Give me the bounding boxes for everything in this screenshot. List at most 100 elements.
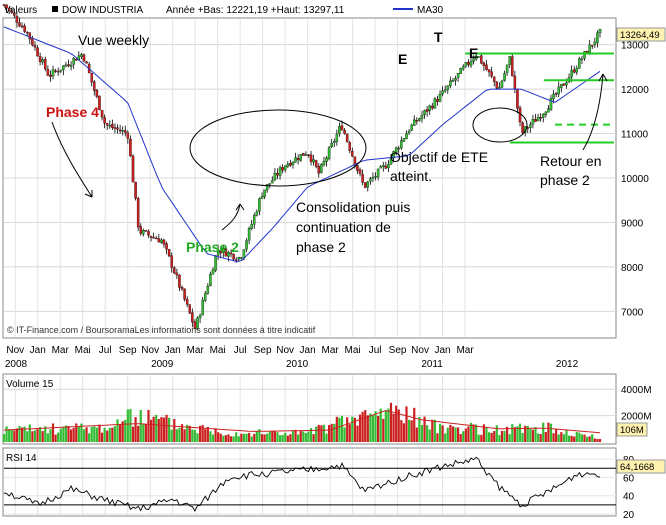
price-candle-body — [382, 165, 385, 167]
price-candle-body — [410, 124, 413, 131]
price-candle-body — [351, 151, 354, 157]
volume-bar — [459, 434, 462, 442]
price-candle-body — [116, 127, 119, 130]
price-candle-body — [402, 138, 406, 142]
price-candle-body — [345, 134, 349, 142]
price-candle-body — [397, 147, 401, 150]
volume-tick-label: 2000M — [621, 412, 652, 423]
x-month-label: Nov — [141, 345, 159, 356]
ma30-line — [3, 26, 601, 263]
volume-bar — [129, 408, 132, 442]
volume-bar — [54, 434, 57, 442]
price-candle-body — [541, 114, 545, 118]
price-candle-body — [242, 249, 246, 259]
volume-bar — [482, 424, 485, 442]
volume-bar — [552, 433, 555, 442]
price-candle-body — [23, 25, 26, 32]
price-candle-body — [51, 69, 55, 77]
volume-bar — [175, 429, 178, 442]
volume-bar — [490, 432, 493, 442]
price-candle-body — [552, 93, 555, 99]
volume-bar — [596, 438, 599, 442]
price-candle-body — [451, 80, 455, 82]
price-candle-body — [376, 168, 380, 178]
price-candle-body — [167, 249, 171, 257]
price-candle-body — [271, 180, 274, 184]
volume-bar — [570, 435, 573, 442]
price-candle-body — [492, 76, 496, 82]
volume-bar — [235, 432, 238, 442]
volume-bar — [253, 433, 256, 442]
price-candle-body — [103, 117, 106, 124]
price-candle-body — [49, 74, 52, 77]
consolidation-ellipse — [189, 109, 367, 187]
price-candle-body — [333, 141, 336, 143]
price-candle-body — [428, 105, 431, 112]
price-candle-body — [7, 8, 11, 11]
volume-bar — [250, 436, 253, 442]
phase4-arrowhead — [84, 190, 93, 198]
price-candle-body — [436, 98, 439, 102]
volume-bar — [438, 423, 442, 442]
price-candle-body — [572, 69, 576, 73]
volume-bar — [560, 432, 563, 442]
price-candle-body — [431, 105, 434, 109]
volume-bar — [346, 417, 349, 442]
price-candle-body — [149, 235, 153, 238]
volume-bar — [100, 432, 104, 442]
price-candle-body — [387, 164, 390, 168]
volume-bar — [384, 410, 387, 442]
volume-bar — [534, 427, 537, 442]
price-candle-body — [536, 117, 540, 122]
volume-bar — [240, 433, 243, 442]
volume-bar — [304, 433, 307, 442]
volume-bar — [286, 435, 289, 442]
annotation-phase4: Phase 4 — [46, 104, 99, 120]
price-candle-body — [405, 133, 408, 140]
price-candle-body — [59, 69, 63, 72]
price-candle-body — [234, 259, 238, 261]
volume-bar — [137, 425, 140, 442]
price-candle-body — [152, 237, 155, 239]
price-candle-body — [260, 196, 264, 199]
volume-bar — [410, 420, 413, 442]
price-candle-body — [361, 174, 364, 183]
volume-bar — [317, 424, 320, 442]
rsi-tick-label: 20 — [623, 510, 635, 520]
price-candle-body — [363, 182, 367, 188]
volume-bar — [232, 436, 235, 442]
volume-bar — [379, 408, 382, 442]
annotation-consolidation: Consolidation puis continuation de phase… — [296, 199, 414, 255]
volume-bar — [69, 429, 73, 442]
price-candle-body — [232, 253, 235, 260]
price-candle-body — [191, 312, 194, 323]
volume-bar — [10, 429, 13, 442]
annotations: Phase 4 Phase 2 Consolidation puis conti… — [46, 29, 608, 255]
volume-bar — [278, 435, 282, 442]
price-candle-body — [250, 223, 253, 229]
volume-bar — [330, 423, 333, 442]
x-month-label: Mai — [75, 345, 91, 356]
volume-bar — [598, 438, 602, 442]
price-candle-body — [18, 22, 21, 27]
annotation-objectif: Objectif de ETE atteint. — [390, 149, 492, 184]
price-candle-body — [330, 142, 333, 148]
price-candle-body — [415, 120, 419, 122]
volume-bar — [131, 426, 135, 442]
volume-bar — [291, 430, 295, 442]
volume-bar — [271, 431, 274, 442]
price-candle-body — [173, 267, 176, 274]
price-candle-body — [369, 178, 372, 182]
retour-arrow — [582, 73, 604, 151]
price-candle-body — [356, 165, 359, 171]
volume-bar — [162, 417, 166, 442]
volume-bar — [95, 427, 98, 442]
volume-bar — [433, 419, 436, 442]
volume-bar — [302, 431, 305, 442]
price-candle-body — [304, 154, 308, 156]
volume-bar — [322, 424, 326, 442]
grid-lines — [4, 19, 616, 515]
volume-bar — [209, 431, 212, 442]
volume-bar — [178, 427, 181, 442]
volume-bar — [75, 423, 78, 442]
